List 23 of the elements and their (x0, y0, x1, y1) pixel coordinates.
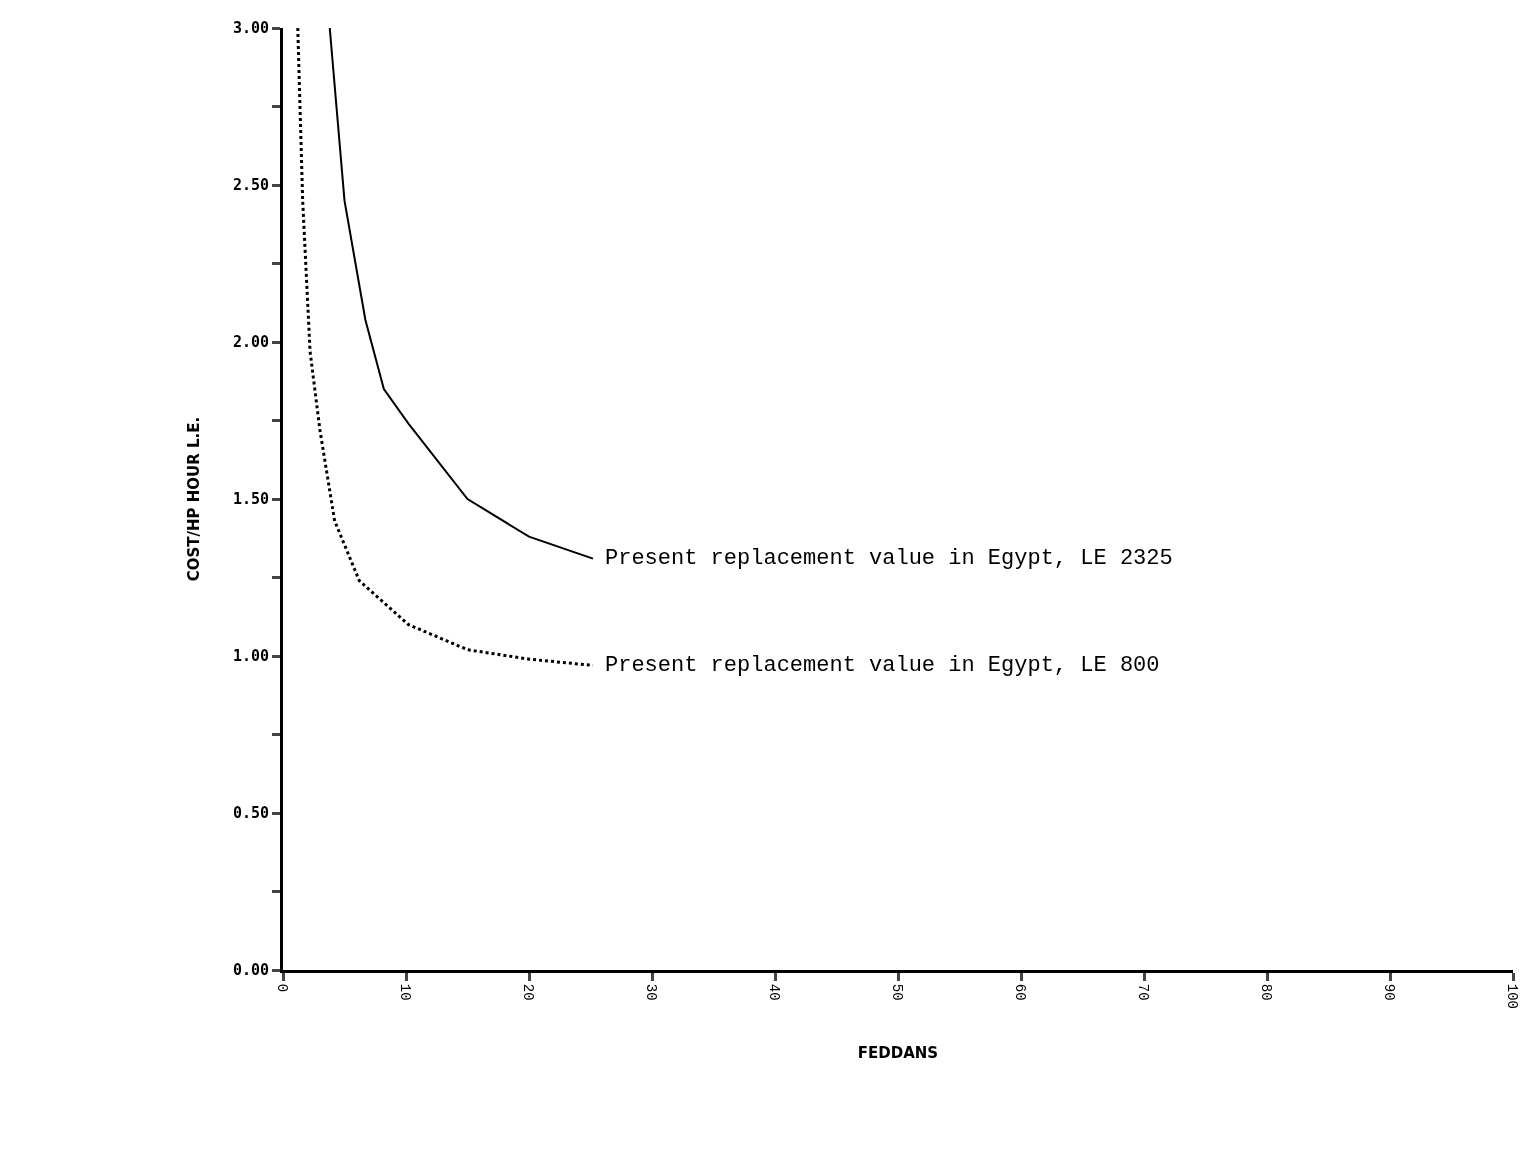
y-tick-label: 3.00 (232, 19, 269, 38)
x-tick-label: 100 (1504, 983, 1521, 1010)
x-tick-label: 40 (766, 983, 783, 1001)
x-axis-title: FEDDANS (857, 1044, 939, 1063)
x-tick-label: 30 (643, 983, 660, 1001)
y-tick-label: 0.50 (232, 804, 269, 823)
annotation: Present replacement value in Egypt, LE 800 (605, 653, 1160, 678)
x-tick-label: 60 (1012, 983, 1029, 1001)
x-tick-label: 0 (274, 983, 291, 993)
y-tick-label: 1.50 (232, 490, 269, 509)
x-tick-label: 80 (1258, 983, 1275, 1001)
annotation: Present replacement value in Egypt, LE 2325 (605, 546, 1173, 571)
x-tick-label: 50 (889, 983, 906, 1001)
y-axis-title: COST/HP HOUR L.E. (185, 416, 204, 582)
x-tick-label: 10 (397, 983, 414, 1001)
y-tick-label: 1.00 (232, 647, 269, 666)
x-tick-label: 70 (1135, 983, 1152, 1001)
x-tick-label: 90 (1381, 983, 1398, 1001)
y-tick-label: 2.50 (232, 176, 269, 195)
y-tick-label: 0.00 (232, 961, 269, 980)
line-series (328, 28, 594, 560)
x-tick-label: 20 (520, 983, 537, 1001)
y-tick-label: 2.00 (232, 333, 269, 352)
